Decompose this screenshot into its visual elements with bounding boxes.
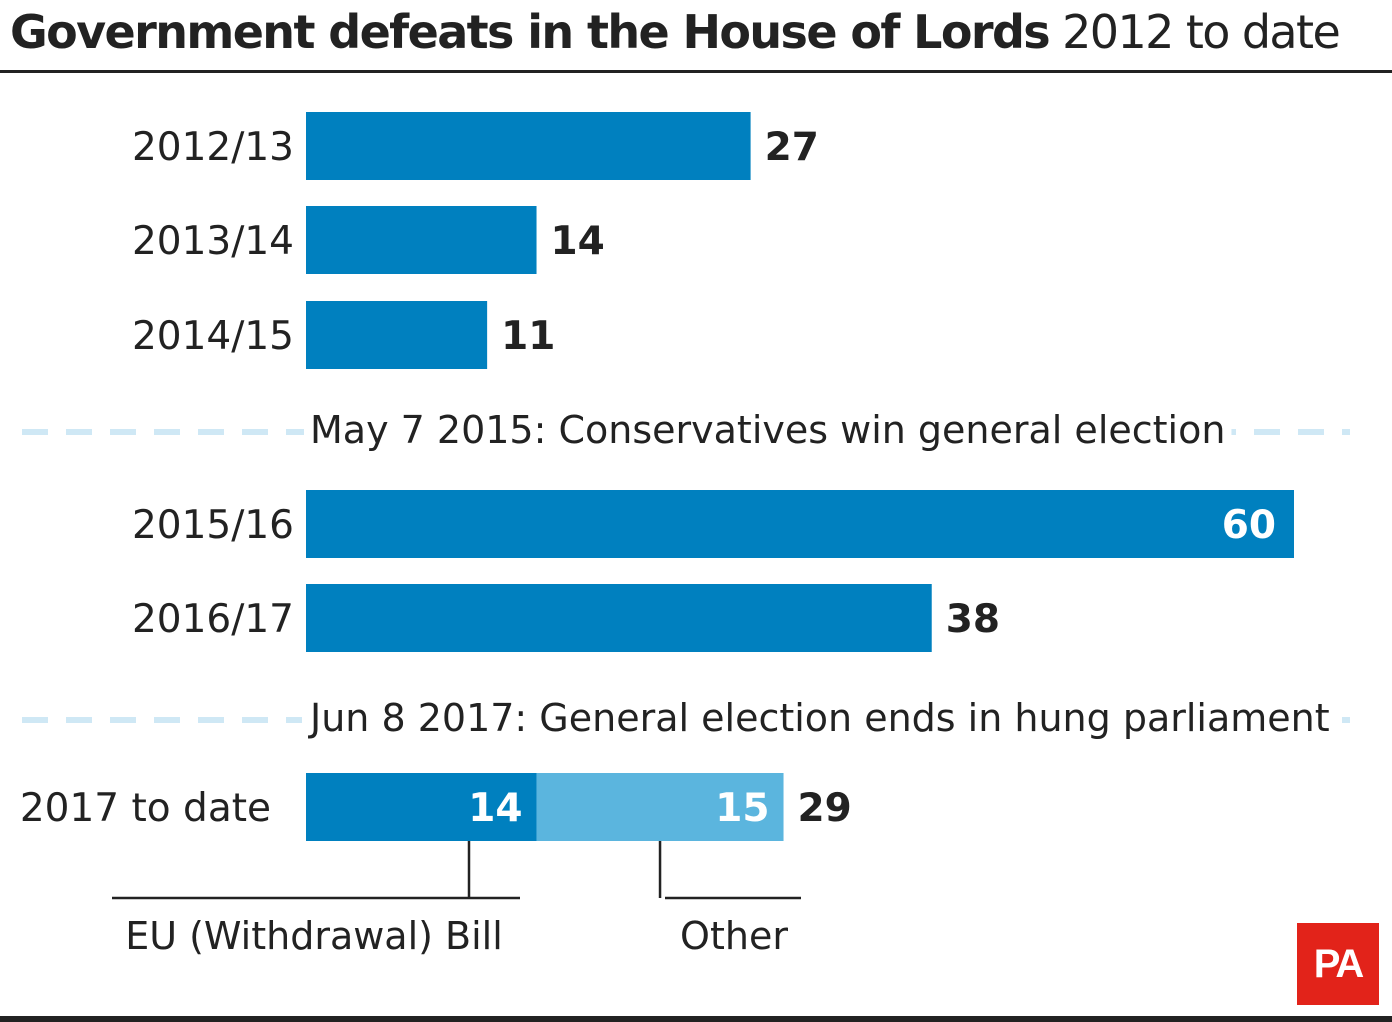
total-label-2015-16: 60 (1222, 503, 1276, 548)
category-label-2014-15: 2014/15 (132, 314, 294, 359)
category-label-2017-to-date: 2017 to date (20, 786, 271, 831)
category-label-2012-13: 2012/13 (132, 125, 294, 170)
event-annotation-1: May 7 2015: Conservatives win general el… (310, 408, 1225, 452)
chart-title-main: Government defeats in the House of Lords (10, 5, 1051, 59)
event-annotation-2: Jun 8 2017: General election ends in hun… (308, 696, 1330, 740)
bar-2016-17-eu-withdrawal-bill (306, 584, 932, 652)
bottom-divider (0, 1016, 1392, 1022)
bar-2017-to-date-eu-withdrawal-bill (306, 773, 537, 841)
category-label-2013-14: 2013/14 (132, 219, 294, 264)
chart-title-period: 2012 to date (1062, 5, 1341, 59)
bar-2013-14-eu-withdrawal-bill (306, 206, 537, 274)
category-label-2016-17: 2016/17 (132, 597, 294, 642)
total-label-2017-to-date: 29 (798, 786, 852, 831)
chart-title: Government defeats in the House of Lords… (10, 2, 1390, 64)
total-label-2013-14: 14 (551, 219, 605, 264)
bar-2017-to-date-other (536, 773, 784, 841)
total-label-2016-17: 38 (946, 597, 1000, 642)
pa-logo: PA (1297, 923, 1379, 1005)
total-label-2012-13: 27 (765, 125, 819, 170)
legend-label-other: Other (680, 914, 788, 958)
bar-2015-16-eu-withdrawal-bill (306, 490, 1294, 558)
event-annotation-backing-2 (302, 696, 1336, 740)
bar-value-2017-to-date-eu-withdrawal-bill: 14 (468, 786, 522, 831)
bar-2012-13-eu-withdrawal-bill (306, 112, 751, 180)
event-annotation-backing-1 (304, 408, 1232, 452)
title-divider (0, 70, 1392, 73)
bar-2014-15-eu-withdrawal-bill (306, 301, 488, 369)
legend-label-eu-withdrawal-bill: EU (Withdrawal) Bill (125, 914, 503, 958)
total-label-2014-15: 11 (501, 314, 555, 359)
category-label-2015-16: 2015/16 (132, 503, 294, 548)
bar-value-2017-to-date-other: 15 (715, 786, 769, 831)
